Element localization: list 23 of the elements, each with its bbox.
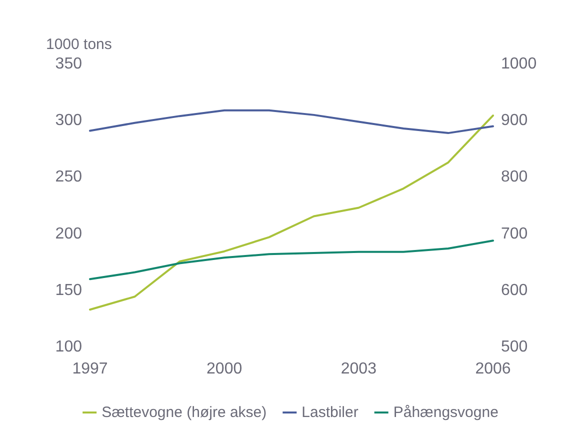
y2-tick-label: 500 — [501, 338, 528, 356]
x-tick-label: 2003 — [340, 360, 377, 378]
legend-label: Lastbiler — [302, 404, 358, 421]
y2-tick-label: 700 — [501, 225, 528, 242]
y-tick-label: 100 — [55, 338, 82, 356]
y-tick-label: 300 — [55, 112, 82, 130]
x-tick-label: 1997 — [72, 360, 108, 378]
y2-tick-label: 1000 — [501, 56, 537, 72]
y2-tick-label: 900 — [501, 112, 528, 130]
x-tick-label: 2006 — [475, 360, 511, 378]
line-series — [89, 240, 494, 280]
legend-label: Påhængsvogne — [393, 404, 498, 421]
y2-tick-label: 600 — [501, 282, 528, 299]
y-tick-label: 200 — [55, 225, 82, 242]
y-tick-label: 250 — [55, 168, 82, 186]
line-series — [89, 109, 494, 134]
line-series — [89, 114, 494, 311]
y2-tick-label: 800 — [501, 168, 528, 186]
x-tick-label: 2000 — [206, 360, 242, 378]
legend-label: Sættevogne (højre akse) — [102, 404, 267, 421]
y-axis-title: 1000 tons — [46, 36, 112, 53]
y-tick-label: 150 — [55, 282, 82, 299]
y-tick-label: 350 — [55, 56, 82, 72]
